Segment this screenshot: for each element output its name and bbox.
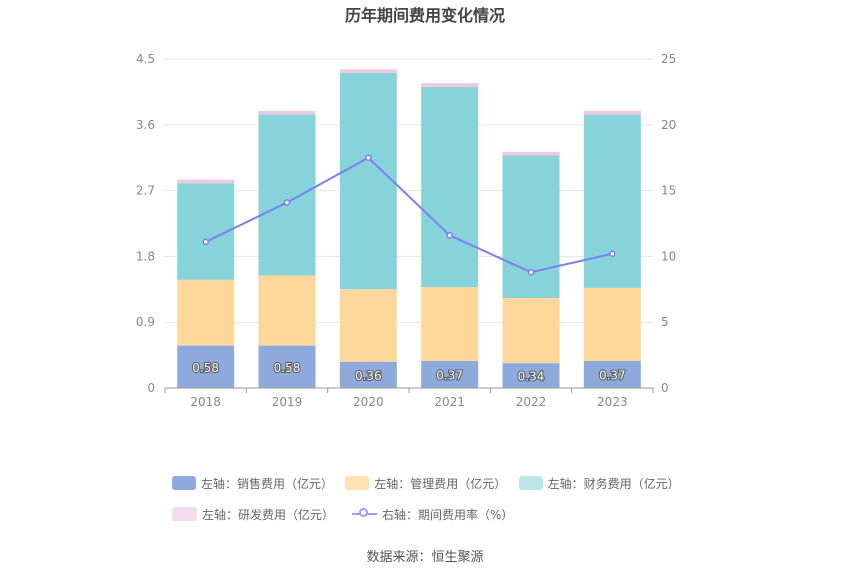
left-tick-label: 4.5 xyxy=(136,52,155,66)
legend-swatch-rd xyxy=(172,507,197,521)
bar-series: 0.58 0.58 0.36 0.37 0.34 0.37 xyxy=(177,69,641,388)
bar-segment xyxy=(177,345,235,388)
grid-lines xyxy=(165,58,653,389)
bar-segment xyxy=(258,275,316,346)
bar-segment xyxy=(502,155,560,299)
bar-segment xyxy=(502,298,560,364)
legend-row: 左轴：销售费用（亿元） 左轴：管理费用（亿元） 左轴：财务费用（亿元） xyxy=(172,472,692,494)
legend-item-rd[interactable]: 左轴：研发费用（亿元） xyxy=(172,506,334,523)
bar-value-label: 0.58 xyxy=(192,361,219,375)
right-tick-label: 0 xyxy=(661,381,669,395)
x-tick-label: 2023 xyxy=(597,395,628,409)
bar-segment xyxy=(421,360,479,388)
rate-point xyxy=(609,250,616,258)
bar-segment xyxy=(177,279,235,346)
line-series xyxy=(202,154,616,276)
legend-label-sales: 左轴：销售费用（亿元） xyxy=(200,476,333,491)
legend-item-sales[interactable]: 左轴：销售费用（亿元） xyxy=(172,475,333,492)
x-tick-label: 2020 xyxy=(353,395,384,409)
rate-point xyxy=(365,154,372,161)
bar-segment xyxy=(258,345,316,388)
rate-point xyxy=(283,199,291,206)
right-tick-label: 20 xyxy=(661,118,676,132)
chart-canvas: 0.58 0.58 0.36 0.37 0.34 0.37 0 0.9 1.8 2.7 3.6 4.… xyxy=(136,52,676,409)
rate-point xyxy=(446,232,453,239)
bar-segment xyxy=(583,360,641,388)
bar-value-label: 0.37 xyxy=(599,368,626,382)
bar-value-label: 0.36 xyxy=(355,369,382,383)
bar-segment xyxy=(339,289,397,362)
left-tick-label: 1.8 xyxy=(136,249,155,263)
bar-segment xyxy=(502,363,560,388)
legend-label-finance: 左轴：财务费用（亿元） xyxy=(547,476,680,491)
legend-swatch-admin xyxy=(345,476,370,490)
x-tick-label: 2021 xyxy=(434,395,465,409)
right-tick-label: 15 xyxy=(661,184,676,198)
x-tick-label: 2022 xyxy=(516,395,547,409)
right-tick-label: 5 xyxy=(661,315,669,329)
bar-segment xyxy=(258,110,316,115)
legend-swatch-rate xyxy=(352,507,378,521)
rate-point xyxy=(527,268,535,276)
source-note: 数据来源：恒生聚源 xyxy=(366,550,484,565)
left-tick-label: 2.7 xyxy=(136,184,155,198)
bar-segment xyxy=(583,114,641,288)
legend-row: 左轴：研发费用（亿元） 右轴：期间费用率（%） xyxy=(172,503,692,525)
chart-title: 历年期间费用变化情况 xyxy=(344,6,505,25)
legend-item-rate[interactable]: 右轴：期间费用率（%） xyxy=(352,506,513,523)
rate-point xyxy=(202,238,209,246)
legend-swatch-sales xyxy=(172,476,196,490)
bar-segment xyxy=(421,83,479,87)
bar-segment xyxy=(502,151,560,156)
legend-label-admin: 左轴：管理费用（亿元） xyxy=(374,476,507,491)
right-tick-label: 10 xyxy=(661,249,676,263)
legend: 左轴：销售费用（亿元） 左轴：管理费用（亿元） 左轴：财务费用（亿元） 左轴：研… xyxy=(172,472,692,534)
x-tick-label: 2018 xyxy=(190,395,221,409)
legend-item-finance[interactable]: 左轴：财务费用（亿元） xyxy=(518,475,680,492)
left-tick-label: 0 xyxy=(147,381,155,395)
legend-swatch-finance xyxy=(518,476,543,490)
bar-segment xyxy=(583,110,641,115)
legend-label-rate: 右轴：期间费用率（%） xyxy=(382,507,514,522)
bar-segment xyxy=(258,114,316,276)
legend-label-rd: 左轴：研发费用（亿元） xyxy=(202,507,335,522)
left-tick-label: 0.9 xyxy=(136,315,155,329)
legend-item-admin[interactable]: 左轴：管理费用（亿元） xyxy=(345,475,507,492)
right-tick-label: 25 xyxy=(661,52,676,66)
bar-segment xyxy=(421,287,479,361)
bar-segment xyxy=(339,361,397,388)
bar-segment xyxy=(177,179,235,184)
left-tick-label: 3.6 xyxy=(136,118,155,132)
bar-segment xyxy=(339,72,397,290)
bar-segment xyxy=(583,287,641,361)
bar-value-label: 0.58 xyxy=(274,361,301,375)
bar-segment xyxy=(421,86,479,288)
bar-value-label: 0.34 xyxy=(518,370,545,384)
bar-segment xyxy=(339,69,397,73)
rate-line xyxy=(205,156,613,274)
bar-value-label: 0.37 xyxy=(436,368,463,382)
bar-segment xyxy=(177,183,235,280)
x-tick-label: 2019 xyxy=(272,395,303,409)
axes: 0 0.9 1.8 2.7 3.6 4.5 0 5 10 15 20 25 2018 2019 2020 20… xyxy=(136,52,676,409)
